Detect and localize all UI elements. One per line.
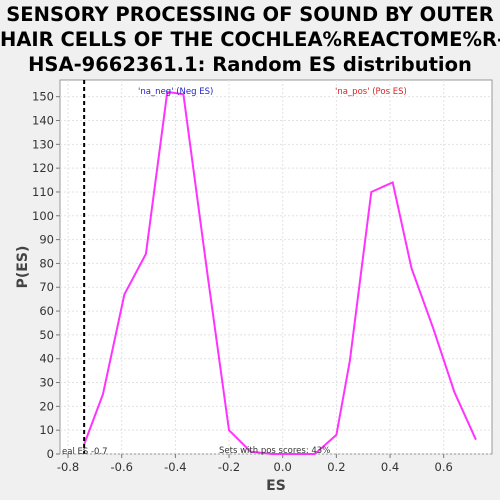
x-tick-label: 0.6	[435, 460, 453, 474]
chart-title: SENSORY PROCESSING OF SOUND BY OUTER HAI…	[0, 2, 500, 77]
series-line	[83, 90, 477, 455]
series-layer	[83, 90, 477, 455]
y-tick-label: 100	[32, 209, 54, 223]
pos-scores-text: Sets with pos scores: 43%	[219, 446, 330, 456]
plot-area	[59, 79, 493, 455]
y-tick-label: 50	[39, 328, 54, 342]
chart-title-line-3: HSA-9662361.1: Random ES distribution	[28, 53, 472, 76]
x-tick-label: -0.4	[164, 460, 186, 474]
x-axis-title: ES	[266, 478, 286, 494]
pos-es-label: 'na_pos' (Pos ES)	[335, 87, 407, 97]
y-tick-label: 140	[32, 113, 54, 127]
y-tick-label: 120	[32, 161, 54, 175]
y-tick-label: 10	[39, 423, 54, 437]
y-tick-label: 130	[32, 137, 54, 151]
chart-title-line-1: SENSORY PROCESSING OF SOUND BY OUTER	[6, 3, 494, 26]
chart-title-line-2: HAIR CELLS OF THE COCHLEA%REACTOME%R-	[0, 28, 500, 51]
x-tick-label: -0.6	[110, 460, 132, 474]
x-tick-label: -0.8	[57, 460, 79, 474]
y-tick-label: 20	[39, 399, 54, 413]
y-tick-label: 30	[39, 376, 54, 390]
y-tick-label: 150	[32, 90, 54, 104]
y-axis-title: P(ES)	[15, 246, 31, 289]
x-tick-label: 0.4	[381, 460, 399, 474]
x-tick-label: 0.0	[274, 460, 292, 474]
y-tick-label: 60	[39, 304, 54, 318]
grid-lines	[60, 80, 492, 455]
y-tick-label: 40	[39, 352, 54, 366]
y-tick-label: 110	[32, 185, 54, 199]
y-tick-label: 90	[39, 233, 54, 247]
y-tick-label: 70	[39, 280, 54, 294]
neg-es-label: 'na_neg' (Neg ES)	[138, 87, 213, 97]
axes: 0 10 20 30 40 50 60 70 80 90 100 110 120 130 140 150 -0.…	[32, 90, 453, 474]
y-tick-label: 0	[47, 447, 54, 461]
x-tick-label: 0.2	[327, 460, 345, 474]
real-es-text: eal ES -0.7	[62, 447, 108, 457]
y-tick-label: 80	[39, 256, 54, 270]
x-tick-label: -0.2	[218, 460, 240, 474]
